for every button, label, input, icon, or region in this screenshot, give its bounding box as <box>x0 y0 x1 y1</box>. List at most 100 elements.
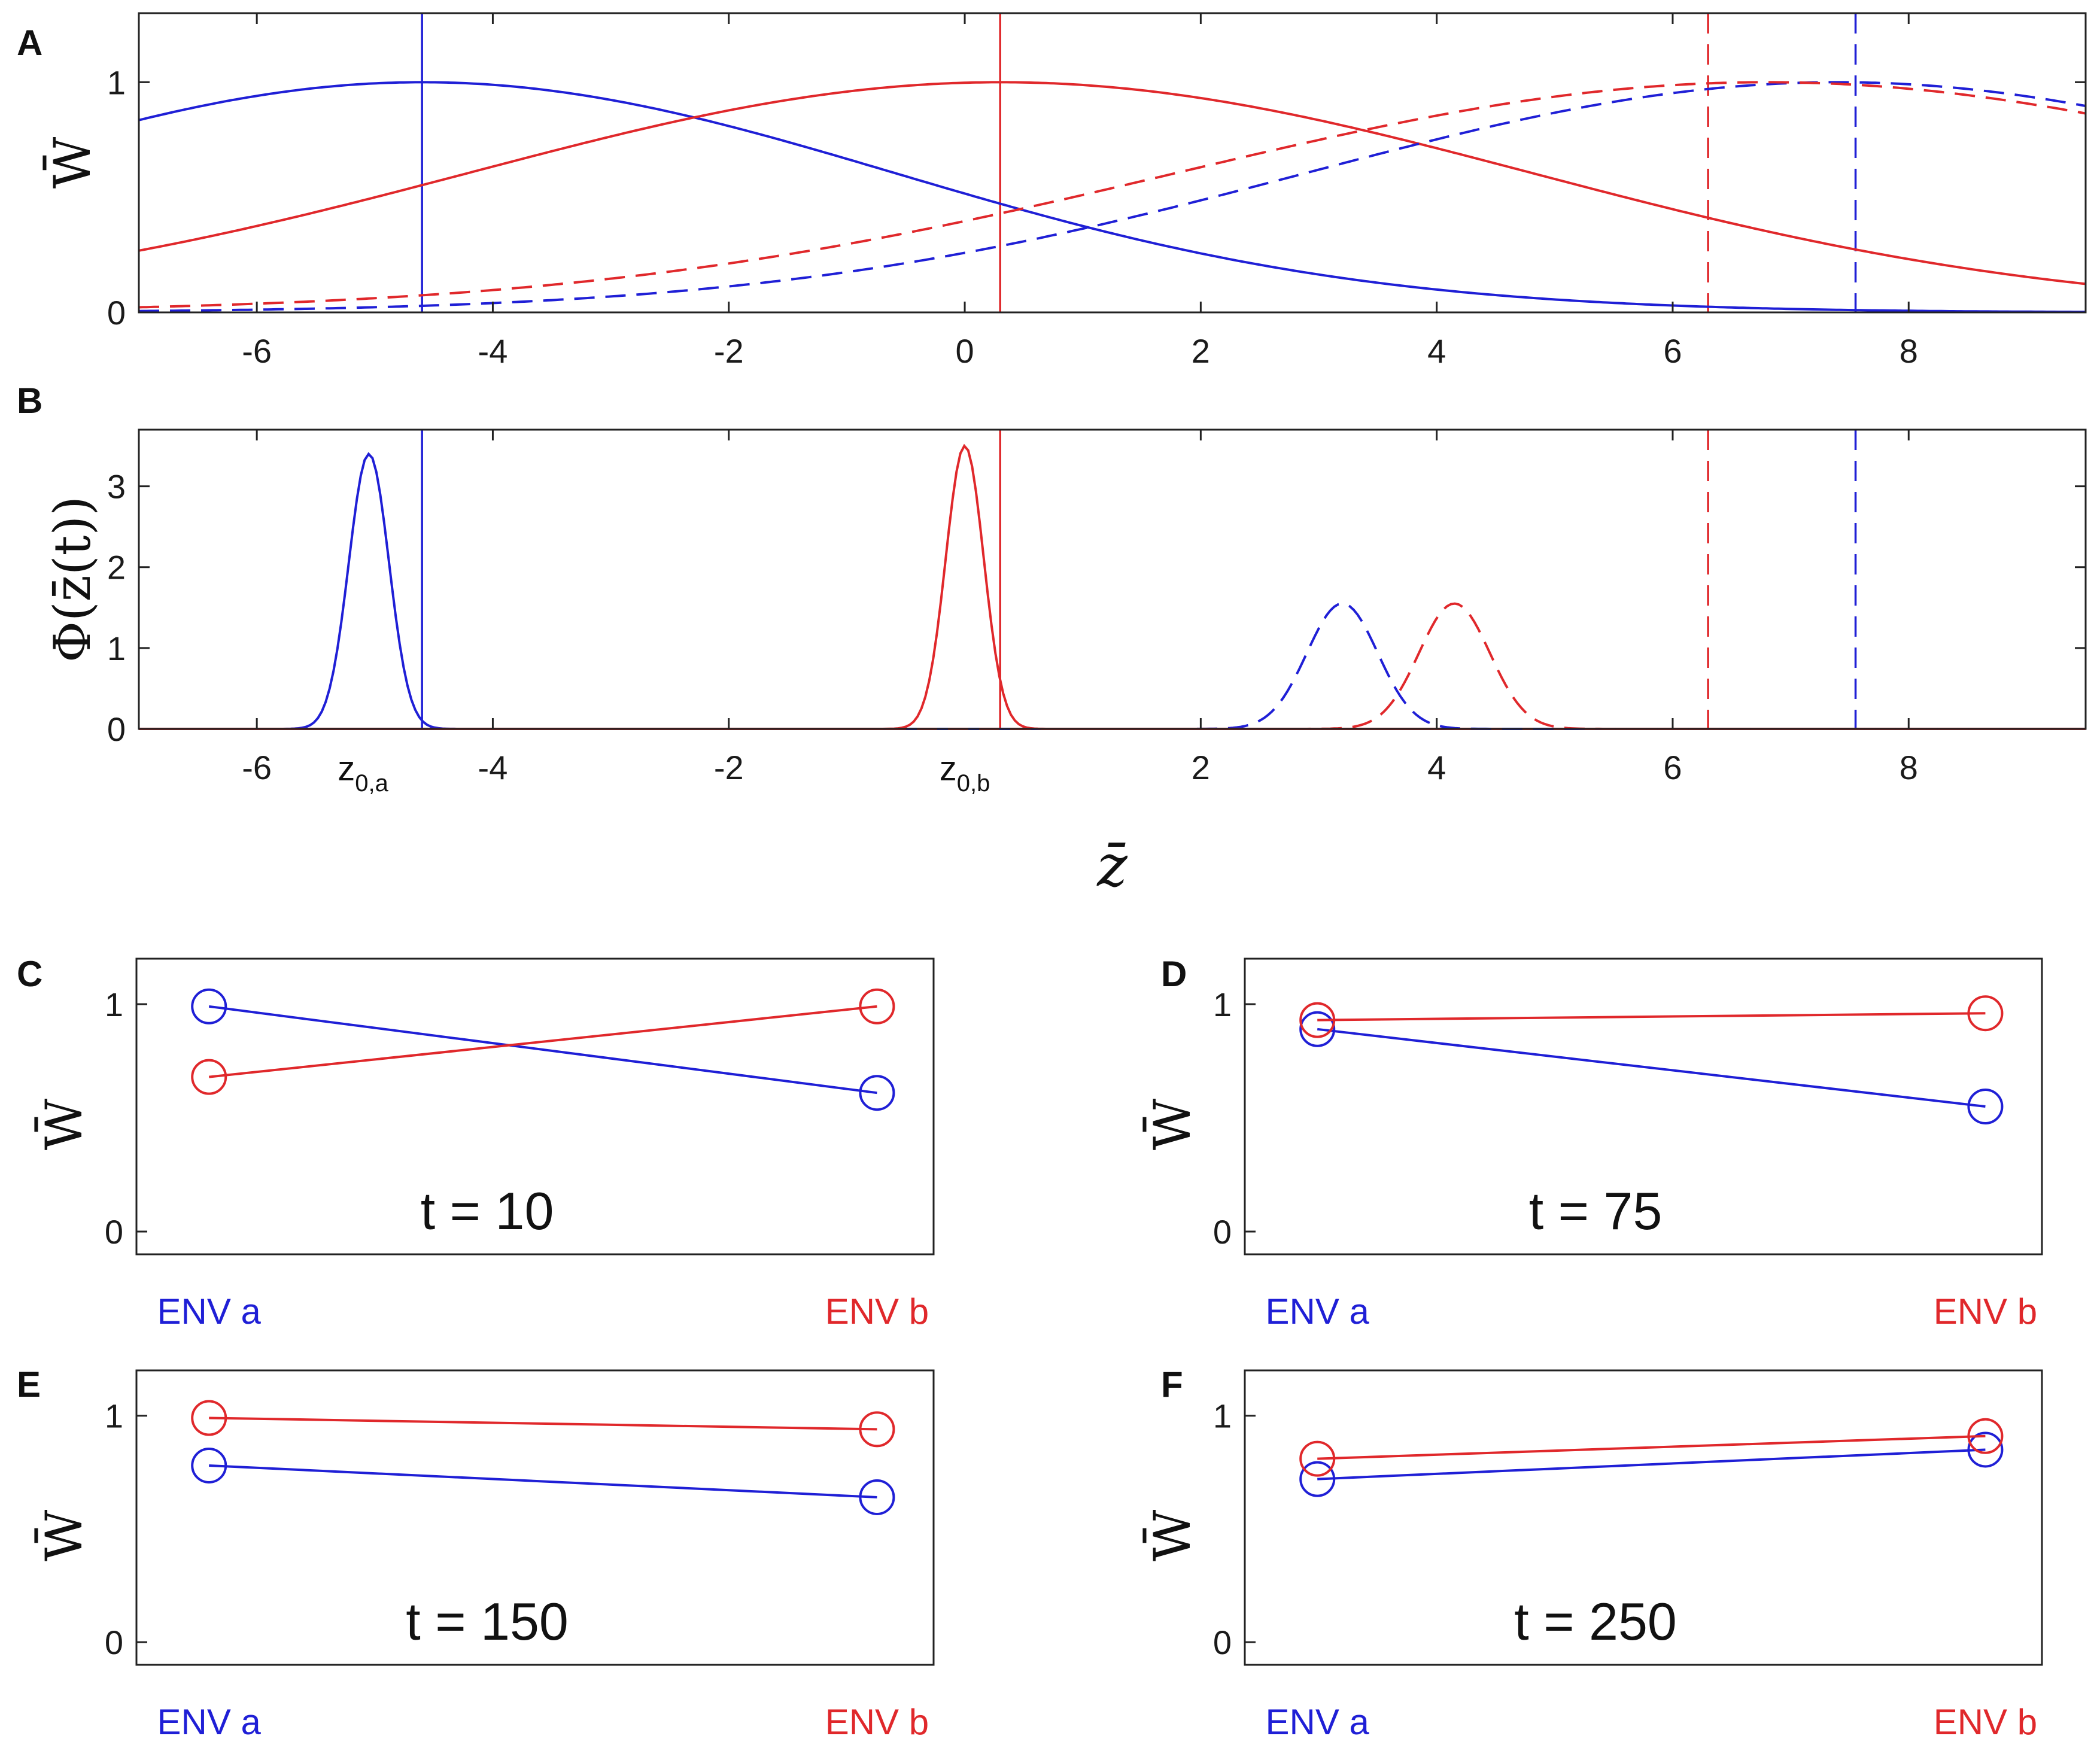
panel-f: 0 1 t = 250 ENV a ENV b F W̄ <box>1142 1364 2043 1742</box>
panel-b-frame <box>138 428 2087 730</box>
panel-d-blue-point-1 <box>1299 1011 1336 1047</box>
panel-f-blue-point-1 <box>1299 1461 1336 1497</box>
panel-e-title: t = 150 <box>406 1592 569 1651</box>
panel-b-z0-label-2: z0,b <box>940 749 990 797</box>
panel-f-red-line <box>1317 1434 1986 1460</box>
panel-a-xtick-label: 8 <box>1900 332 1918 370</box>
panel-c-category-env-a: ENV a <box>157 1291 262 1332</box>
panel-e-label: E <box>17 1364 41 1405</box>
panel-f-red-point-1 <box>1299 1440 1336 1477</box>
panel-d: 0 1 t = 75 ENV a ENV b D W̄ <box>1142 954 2043 1332</box>
panel-d-blue-line <box>1317 1028 1986 1108</box>
panel-b-z0-label-1: z0,a <box>338 749 388 797</box>
panel-b-series-4 <box>139 602 2086 730</box>
panel-b-label: B <box>17 381 42 421</box>
panel-d-ytick-label: 1 <box>1213 986 1232 1023</box>
panel-f-red-point-2 <box>1967 1418 2004 1454</box>
panel-c: 0 1 t = 10 ENV a ENV b C W̄ <box>17 954 935 1332</box>
panel-d-blue-point-2 <box>1967 1089 2004 1124</box>
panel-b-xtick-label: 8 <box>1900 749 1918 786</box>
panel-a-label: A <box>17 23 42 63</box>
panel-d-ylabel: W̄ <box>1142 1098 1202 1150</box>
panel-d-red-line <box>1317 1012 1986 1022</box>
panel-d-category-env-b: ENV b <box>1934 1291 2037 1332</box>
panel-e-ytick-label: 0 <box>105 1624 123 1661</box>
panel-b-xtick-label: 2 <box>1192 749 1210 786</box>
panel-c-red-point-2 <box>859 988 895 1025</box>
panel-f-category-env-b: ENV b <box>1934 1702 2037 1742</box>
panel-b-series-3 <box>139 602 2086 730</box>
panel-a-series-4 <box>138 81 2086 309</box>
panel-a-series-1 <box>138 81 2086 314</box>
panel-c-blue-point-1 <box>191 988 227 1025</box>
panel-f-category-env-a: ENV a <box>1266 1702 1370 1742</box>
panel-a-series-2 <box>138 81 2086 285</box>
panel-c-category-env-b: ENV b <box>825 1291 929 1332</box>
panel-a-xtick-label: 4 <box>1427 332 1446 370</box>
panel-c-blue-line <box>208 1005 877 1095</box>
panel-e: 0 1 t = 150 ENV a ENV b E W̄ <box>17 1364 935 1742</box>
panel-e-frame <box>135 1369 935 1666</box>
panel-e-red-line <box>209 1416 877 1431</box>
panel-f-label: F <box>1161 1364 1183 1405</box>
panel-a-xtick-label: -4 <box>478 332 508 370</box>
panel-a-ylabel: W̄ <box>42 136 102 189</box>
panel-f-ytick-label: 1 <box>1213 1397 1232 1435</box>
panel-b-xlabel: z̄ <box>1096 832 1128 899</box>
panel-c-label: C <box>17 954 42 994</box>
panel-c-ylabel: W̄ <box>34 1098 93 1150</box>
panel-d-ytick-label: 0 <box>1213 1213 1232 1251</box>
panel-b-xtick-label: -2 <box>714 749 744 786</box>
panel-f-ytick-label: 0 <box>1213 1624 1232 1661</box>
panel-b-ytick-label: 2 <box>107 549 126 586</box>
panel-d-frame <box>1244 957 2043 1256</box>
panel-d-red-point-1 <box>1299 1002 1336 1038</box>
panel-e-blue-point-1 <box>191 1447 227 1484</box>
panel-c-ytick-label: 0 <box>105 1213 123 1251</box>
panel-f-blue-point-2 <box>1967 1431 2004 1468</box>
panel-c-blue-point-2 <box>859 1075 895 1111</box>
panel-b-ylabel: Φ(z̄(t)) <box>43 496 102 662</box>
panel-f-title: t = 250 <box>1514 1592 1677 1651</box>
panel-c-red-line <box>209 1005 877 1078</box>
panel-a-series-3 <box>138 81 2086 312</box>
panel-e-ytick-label: 1 <box>105 1397 123 1435</box>
panel-b: -6 -4 -2 2 4 6 8 0 1 2 3 z0,a z0,b B Φ(z̄(t)) z̄ <box>17 381 2087 899</box>
panel-b-ytick-label: 1 <box>107 630 126 667</box>
panel-b-xtick-label: -6 <box>242 749 272 786</box>
panel-b-series-2 <box>139 443 2086 730</box>
panel-e-ylabel: W̄ <box>34 1509 93 1561</box>
panel-c-ytick-label: 1 <box>105 986 123 1023</box>
panel-a-xtick-label: 6 <box>1663 332 1682 370</box>
panel-d-title: t = 75 <box>1529 1181 1663 1241</box>
panel-c-red-point-1 <box>191 1059 227 1095</box>
panel-e-category-env-b: ENV b <box>825 1702 929 1742</box>
panel-b-ytick-label: 3 <box>107 468 126 506</box>
panel-a-xtick-label: 2 <box>1192 332 1210 370</box>
panel-b-xtick-label: 6 <box>1663 749 1682 786</box>
panel-f-blue-line <box>1317 1448 1986 1481</box>
panel-f-frame <box>1244 1369 2043 1666</box>
panel-b-xtick-label: 4 <box>1427 749 1446 786</box>
panel-e-blue-line <box>209 1464 877 1498</box>
panel-a-xtick-label: 0 <box>955 332 974 370</box>
panel-a-ytick-label: 1 <box>107 63 126 101</box>
panel-a-xtick-label: -2 <box>714 332 744 370</box>
panel-e-red-point-1 <box>191 1400 227 1436</box>
panel-c-title: t = 10 <box>421 1181 554 1241</box>
panel-e-blue-point-2 <box>859 1479 895 1515</box>
panel-d-category-env-a: ENV a <box>1266 1291 1370 1332</box>
panel-d-red-point-2 <box>1967 995 2004 1032</box>
panel-f-ylabel: W̄ <box>1142 1509 1202 1561</box>
panel-b-ytick-label: 0 <box>107 710 126 748</box>
panel-d-label: D <box>1161 954 1187 994</box>
panel-c-frame <box>135 957 935 1256</box>
panel-a-ytick-label: 0 <box>107 294 126 332</box>
panel-b-series-1 <box>139 452 2086 730</box>
panel-e-red-point-2 <box>859 1411 895 1448</box>
panel-a-frame <box>138 12 2087 314</box>
panel-a: -6 -4 -2 0 2 4 6 8 0 1 A W̄ <box>17 12 2087 370</box>
panel-a-xtick-label: -6 <box>242 332 272 370</box>
panel-e-category-env-a: ENV a <box>157 1702 262 1742</box>
